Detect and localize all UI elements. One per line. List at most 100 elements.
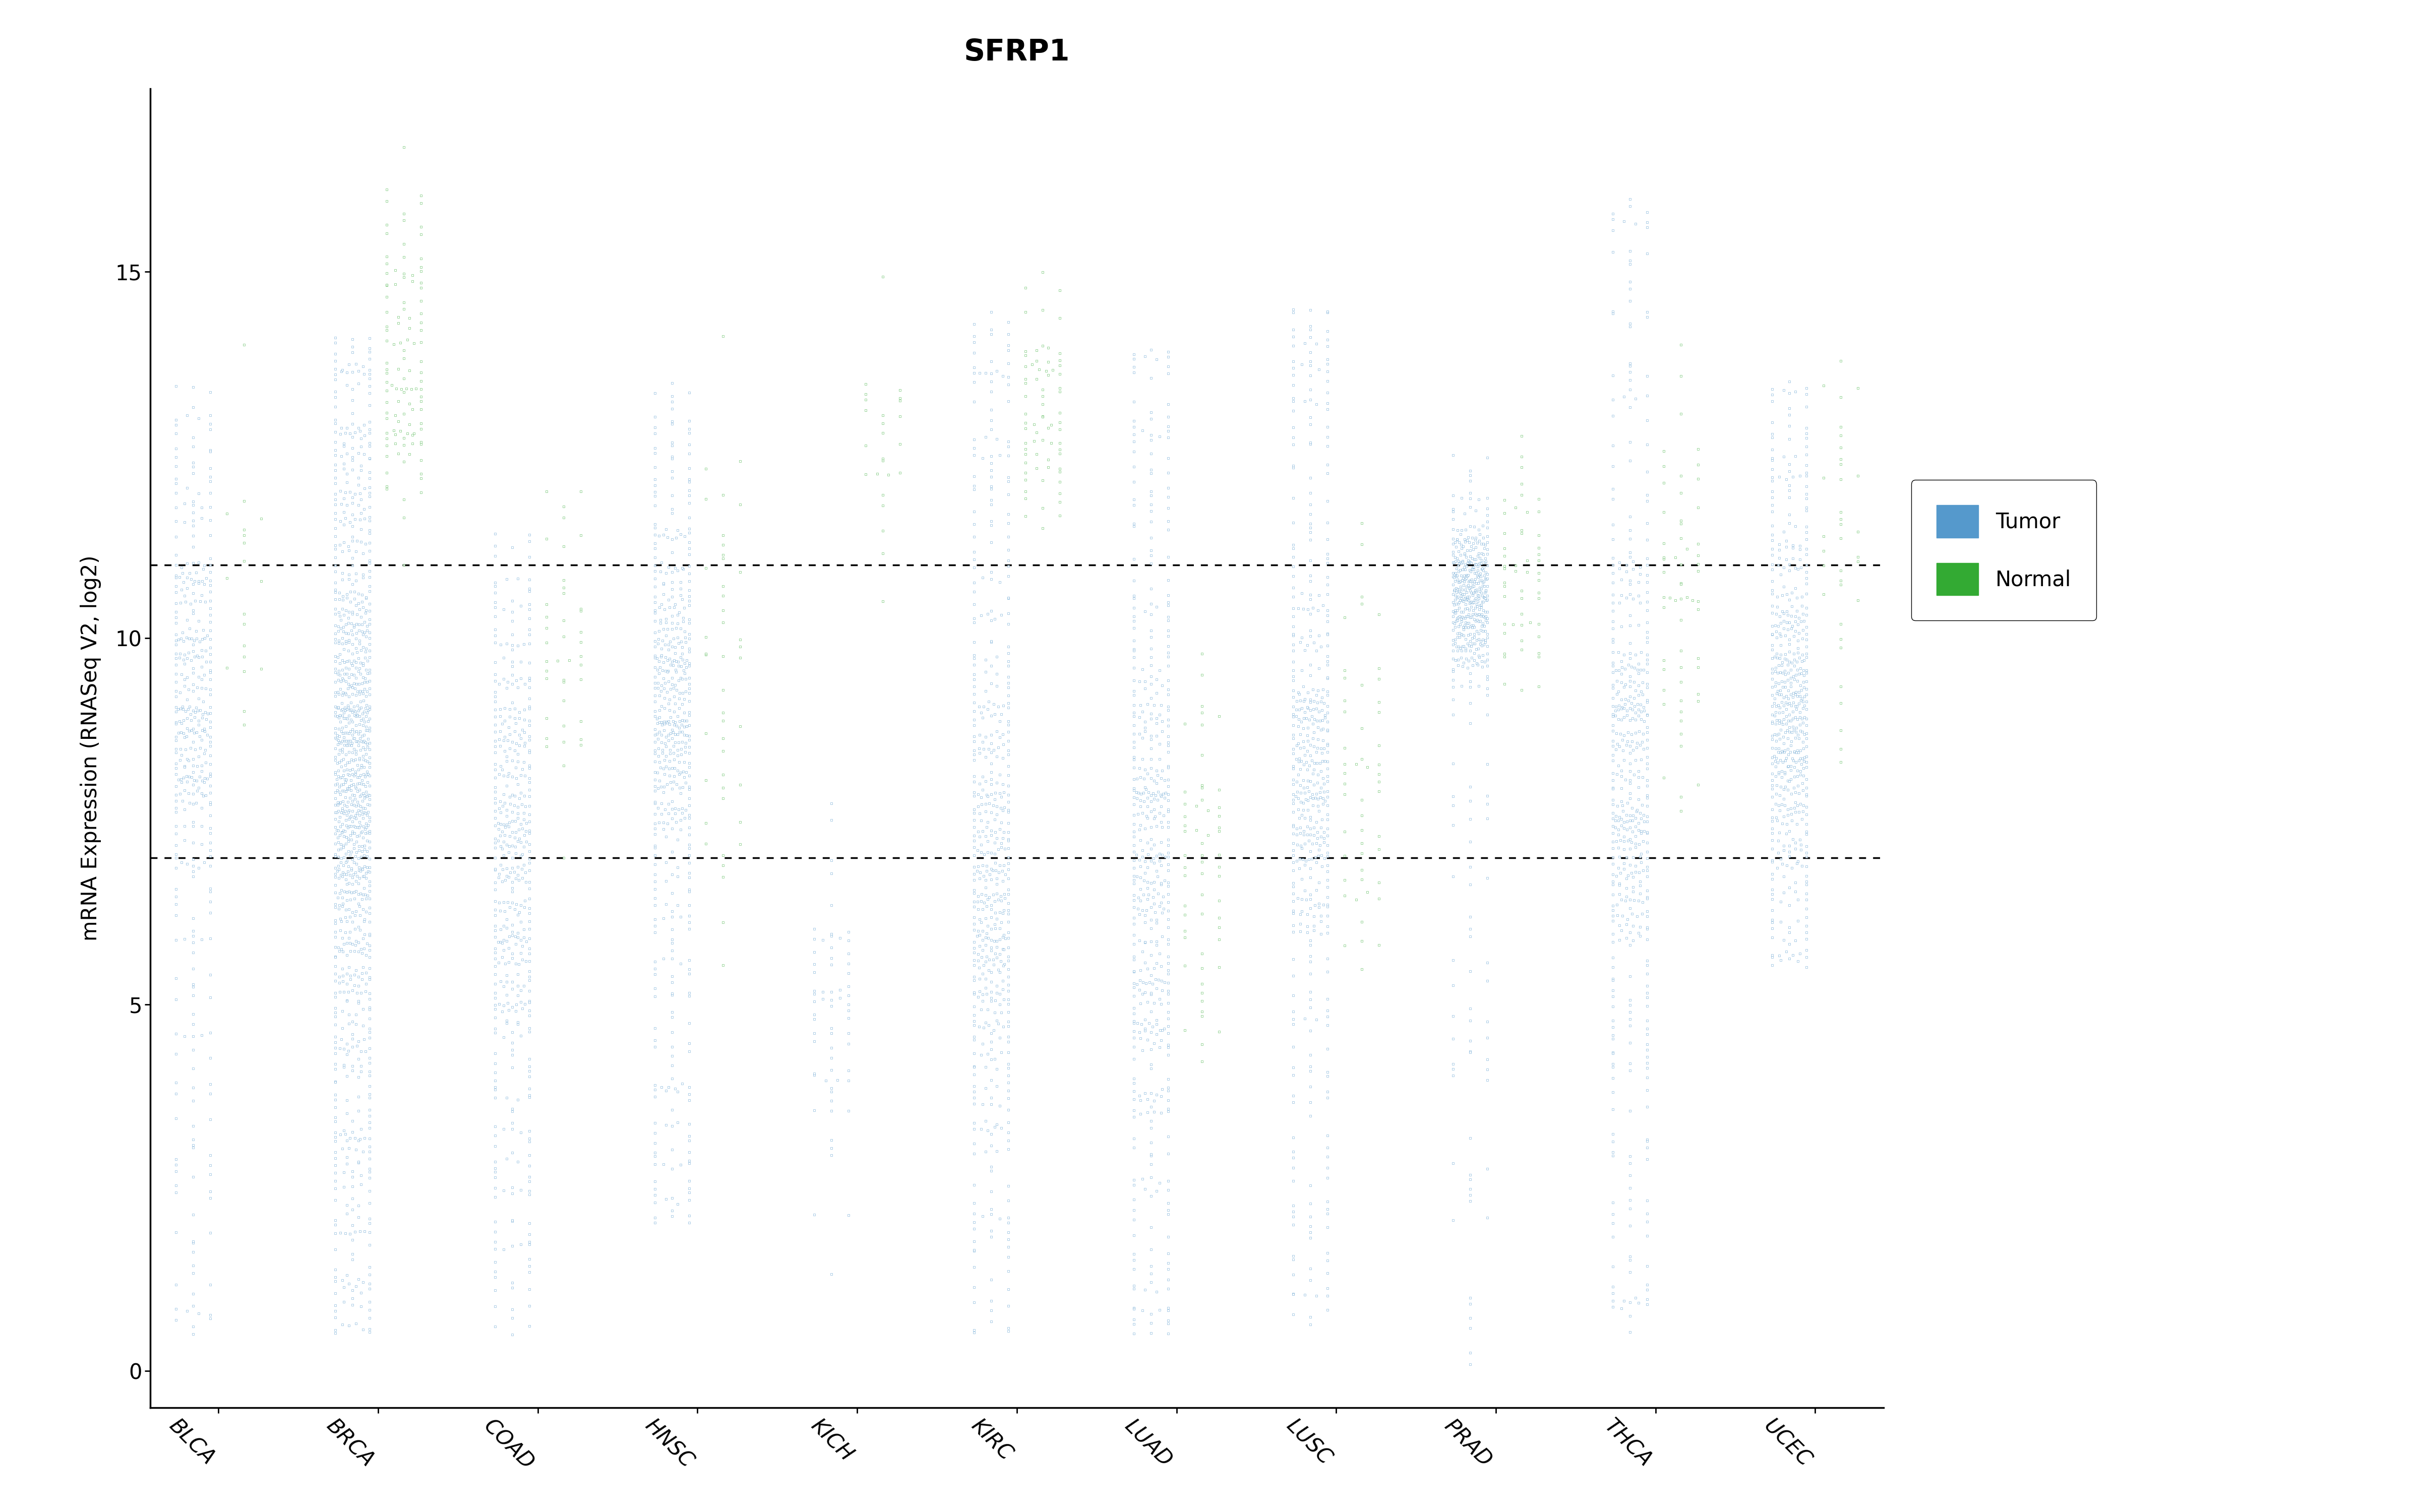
Point <box>317 1036 356 1060</box>
Point <box>985 732 1024 756</box>
Point <box>1459 674 1498 699</box>
Point <box>332 813 370 838</box>
Point <box>1120 705 1159 729</box>
Point <box>1150 962 1188 986</box>
Point <box>646 754 685 779</box>
Point <box>661 904 699 928</box>
Point <box>561 599 600 623</box>
Point <box>351 638 390 662</box>
Point <box>1592 748 1631 773</box>
Point <box>1142 891 1181 915</box>
Point <box>1113 745 1152 770</box>
Point <box>1619 652 1658 676</box>
Point <box>956 1111 995 1136</box>
Point <box>1629 1202 1667 1226</box>
Point <box>1769 894 1808 918</box>
Point <box>1133 1108 1171 1132</box>
Point <box>1145 803 1183 827</box>
Point <box>1592 1255 1631 1279</box>
Point <box>1437 621 1476 646</box>
Point <box>165 927 203 951</box>
Point <box>663 667 702 691</box>
Point <box>339 442 378 466</box>
Point <box>191 702 230 726</box>
Point <box>1457 593 1496 617</box>
Point <box>1133 1081 1171 1105</box>
Point <box>496 866 535 891</box>
Point <box>1769 875 1808 900</box>
Point <box>334 491 373 516</box>
Point <box>351 874 390 898</box>
Point <box>1776 618 1815 643</box>
Point <box>1503 602 1542 626</box>
Point <box>1292 1104 1331 1128</box>
Point <box>646 744 685 768</box>
Point <box>336 529 375 553</box>
Point <box>644 712 682 736</box>
Point <box>334 1010 373 1034</box>
Point <box>1602 688 1641 712</box>
Point <box>494 1210 532 1234</box>
Point <box>1200 889 1239 913</box>
Point <box>1602 829 1641 853</box>
Point <box>1769 803 1808 827</box>
Point <box>1503 677 1542 702</box>
Point <box>990 389 1028 413</box>
Point <box>317 534 356 558</box>
Point <box>1774 664 1813 688</box>
Point <box>1309 718 1348 742</box>
Point <box>1774 715 1813 739</box>
Point <box>1767 582 1805 606</box>
Point <box>1779 774 1817 798</box>
Point <box>387 376 426 401</box>
Point <box>329 721 368 745</box>
Point <box>1150 971 1188 995</box>
Point <box>1445 617 1483 641</box>
Point <box>1133 423 1171 448</box>
Point <box>1150 782 1188 806</box>
Point <box>1273 1169 1312 1193</box>
Point <box>477 765 515 789</box>
Point <box>1166 856 1205 880</box>
Point <box>990 434 1028 458</box>
Point <box>1113 848 1152 872</box>
Point <box>1447 564 1486 588</box>
Point <box>1445 615 1483 640</box>
Point <box>1520 535 1558 559</box>
Point <box>1607 559 1646 584</box>
Point <box>1592 404 1631 428</box>
Point <box>184 717 223 741</box>
Point <box>1450 661 1488 685</box>
Point <box>486 1146 525 1170</box>
Point <box>484 729 523 753</box>
Point <box>1309 348 1348 372</box>
Point <box>1762 948 1800 972</box>
Point <box>1629 1051 1667 1075</box>
Point <box>646 659 685 683</box>
Point <box>990 965 1028 989</box>
Point <box>477 798 515 823</box>
Point <box>1788 528 1827 552</box>
Point <box>980 1012 1019 1036</box>
Point <box>1609 803 1648 827</box>
Point <box>1784 756 1822 780</box>
Point <box>319 980 358 1004</box>
Point <box>322 709 361 733</box>
Point <box>341 821 380 845</box>
Point <box>322 800 361 824</box>
Point <box>1343 788 1382 812</box>
Point <box>1447 627 1486 652</box>
Point <box>796 1030 835 1054</box>
Point <box>1130 1012 1169 1036</box>
Point <box>1450 562 1488 587</box>
Point <box>1762 910 1800 934</box>
Point <box>344 590 382 614</box>
Point <box>1769 921 1808 945</box>
Point <box>1462 561 1500 585</box>
Point <box>636 913 675 937</box>
Point <box>1297 786 1336 810</box>
Point <box>329 777 368 801</box>
Point <box>1757 712 1796 736</box>
Point <box>1142 871 1181 895</box>
Point <box>1135 806 1174 830</box>
